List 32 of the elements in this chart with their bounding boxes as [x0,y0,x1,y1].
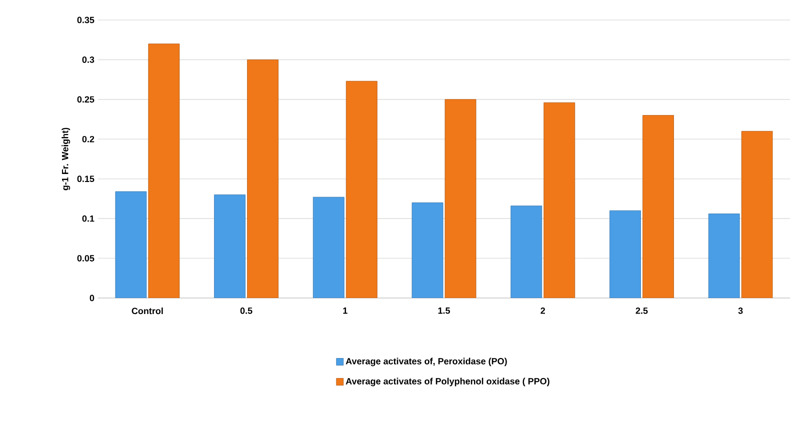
y-tick-label: 0.05 [77,255,94,262]
y-tick-label: 0.35 [77,16,94,24]
x-tick-label: 2.5 [636,308,648,314]
bar [412,202,444,298]
bar [115,191,147,298]
bar [642,115,674,298]
bar [610,210,641,298]
y-tick-label: 0.3 [82,56,94,63]
y-axis-title: g-1 Fr. Weight) [62,128,70,190]
bar [247,60,278,298]
bar [148,44,180,298]
x-tick-label: 2 [540,308,545,314]
bar [544,102,576,298]
x-tick-label: 1.5 [438,308,450,314]
x-tick-label: 0.5 [240,308,252,314]
legend-label: Average activates of, Peroxidase (PO) [346,358,507,366]
x-tick-label: Control [132,308,163,314]
bar [708,214,740,298]
bar [741,130,773,298]
y-tick-label: 0.25 [77,96,94,103]
bar [346,80,378,298]
legend-label: Average activates of Polyphenol oxidase ( PPO) [346,378,550,386]
bar [214,194,246,298]
y-tick-label: 0 [90,294,94,302]
x-tick-label: 1 [343,308,348,314]
y-tick-label: 0.2 [82,136,94,142]
bar [510,206,542,298]
y-tick-label: 0.1 [82,215,94,222]
y-tick-label: 0.15 [77,176,94,182]
bar [312,196,344,298]
x-tick-label: 3 [738,308,743,314]
bar [444,99,476,298]
